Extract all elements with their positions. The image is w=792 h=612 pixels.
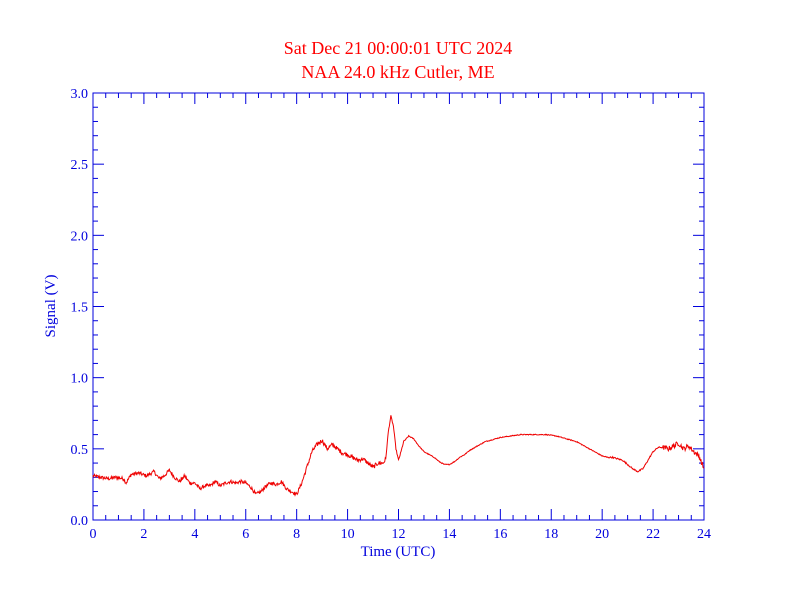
y-tick-label: 1.0 xyxy=(71,372,89,387)
chart-subtitle: NAA 24.0 kHz Cutler, ME xyxy=(301,62,494,82)
x-tick-label: 22 xyxy=(646,527,660,542)
x-tick-label: 8 xyxy=(293,527,300,542)
x-tick-label: 0 xyxy=(90,527,97,542)
y-tick-label: 0.5 xyxy=(71,443,89,458)
axis-ticks xyxy=(92,92,705,521)
x-tick-label: 18 xyxy=(544,527,558,542)
x-tick-label: 12 xyxy=(392,527,406,542)
y-axis-label: Signal (V) xyxy=(43,275,59,338)
x-tick-label: 14 xyxy=(442,527,456,542)
x-tick-label: 4 xyxy=(191,527,198,542)
chart-title: Sat Dec 21 00:00:01 UTC 2024 xyxy=(284,38,512,58)
x-tick-label: 2 xyxy=(140,527,147,542)
x-tick-labels: 0 2 4 6 8 10 12 14 16 18 20 22 24 xyxy=(90,527,712,542)
y-tick-label: 1.5 xyxy=(71,301,89,316)
y-tick-label: 2.5 xyxy=(71,158,89,173)
x-tick-label: 20 xyxy=(595,527,609,542)
y-tick-label: 0.0 xyxy=(71,514,89,529)
x-tick-label: 16 xyxy=(493,527,507,542)
y-tick-label: 2.0 xyxy=(71,229,89,244)
y-tick-labels: 0.0 0.5 1.0 1.5 2.0 2.5 3.0 xyxy=(71,87,89,529)
x-tick-label: 24 xyxy=(697,527,711,542)
x-axis-label: Time (UTC) xyxy=(361,544,436,560)
signal-series-line xyxy=(92,415,705,497)
x-tick-label: 6 xyxy=(242,527,249,542)
y-tick-label: 3.0 xyxy=(71,87,89,102)
x-tick-label: 10 xyxy=(341,527,355,542)
